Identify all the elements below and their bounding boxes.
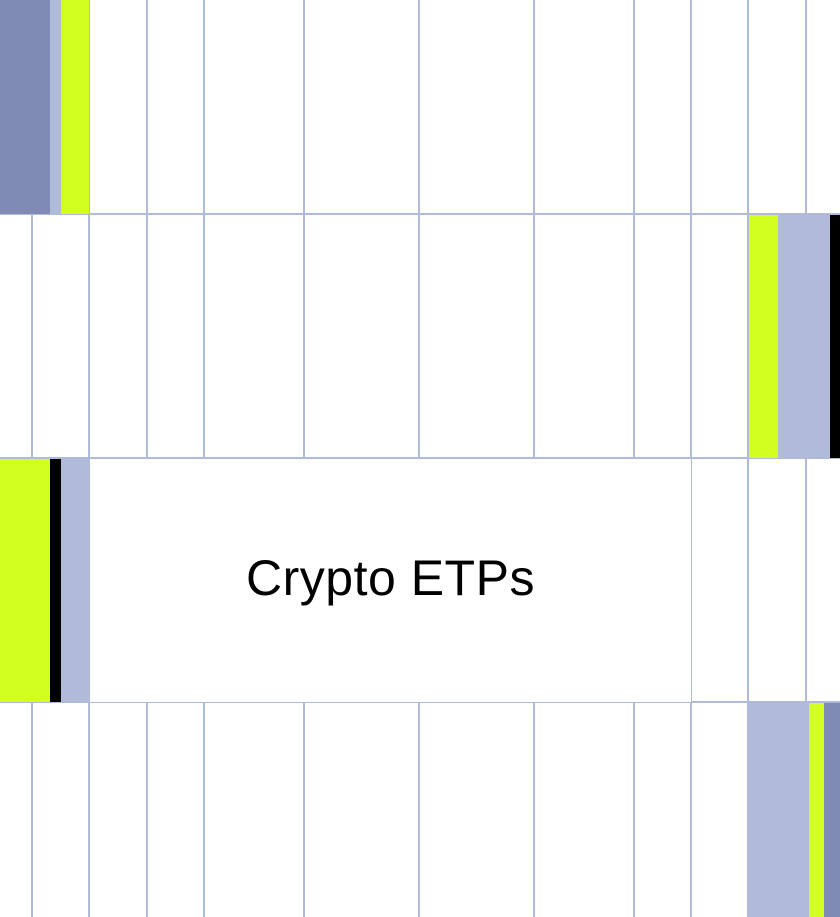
grid-line-vertical [146,0,148,214]
page-title: Crypto ETPs [246,549,535,606]
grid-line-vertical [146,214,148,458]
color-block [809,703,824,917]
grid-line-vertical [747,214,749,458]
grid-line-vertical [418,702,420,917]
grid-line-horizontal [0,701,840,703]
grid-line-vertical [418,0,420,214]
color-block [824,703,840,917]
grid-line-vertical [633,0,635,214]
grid-line-vertical [633,702,635,917]
grid-line-vertical [146,702,148,917]
grid-line-vertical [88,0,90,214]
grid-line-vertical [31,214,33,458]
color-block [61,459,89,702]
color-block [50,0,61,214]
color-block [830,215,840,458]
grid-line-vertical [747,458,749,702]
grid-line-vertical [88,214,90,458]
grid-line-vertical [747,0,749,214]
grid-line-vertical [303,214,305,458]
grid-line-vertical [690,214,692,458]
grid-line-vertical [203,0,205,214]
grid-line-vertical [31,702,33,917]
grid-line-vertical [805,0,807,214]
color-block [0,0,50,214]
grid-line-vertical [805,458,807,702]
grid-line-vertical [690,458,692,702]
grid-line-vertical [690,702,692,917]
grid-line-vertical [303,702,305,917]
color-block [61,0,89,214]
grid-line-vertical [633,214,635,458]
grid-line-vertical [533,0,535,214]
grid-line-vertical [533,702,535,917]
grid-line-vertical [88,458,90,702]
color-block [749,215,778,458]
grid-line-vertical [690,0,692,214]
grid-line-vertical [533,214,535,458]
color-block [0,459,50,702]
grid-line-vertical [203,214,205,458]
grid-line-vertical [88,702,90,917]
grid-line-vertical [418,214,420,458]
grid-line-vertical [303,0,305,214]
color-block [778,215,830,458]
grid-line-horizontal [0,457,840,459]
color-block [748,703,809,917]
grid-line-horizontal [0,213,840,215]
grid-line-vertical [203,702,205,917]
title-panel: Crypto ETPs [90,459,691,702]
color-block [50,459,61,702]
